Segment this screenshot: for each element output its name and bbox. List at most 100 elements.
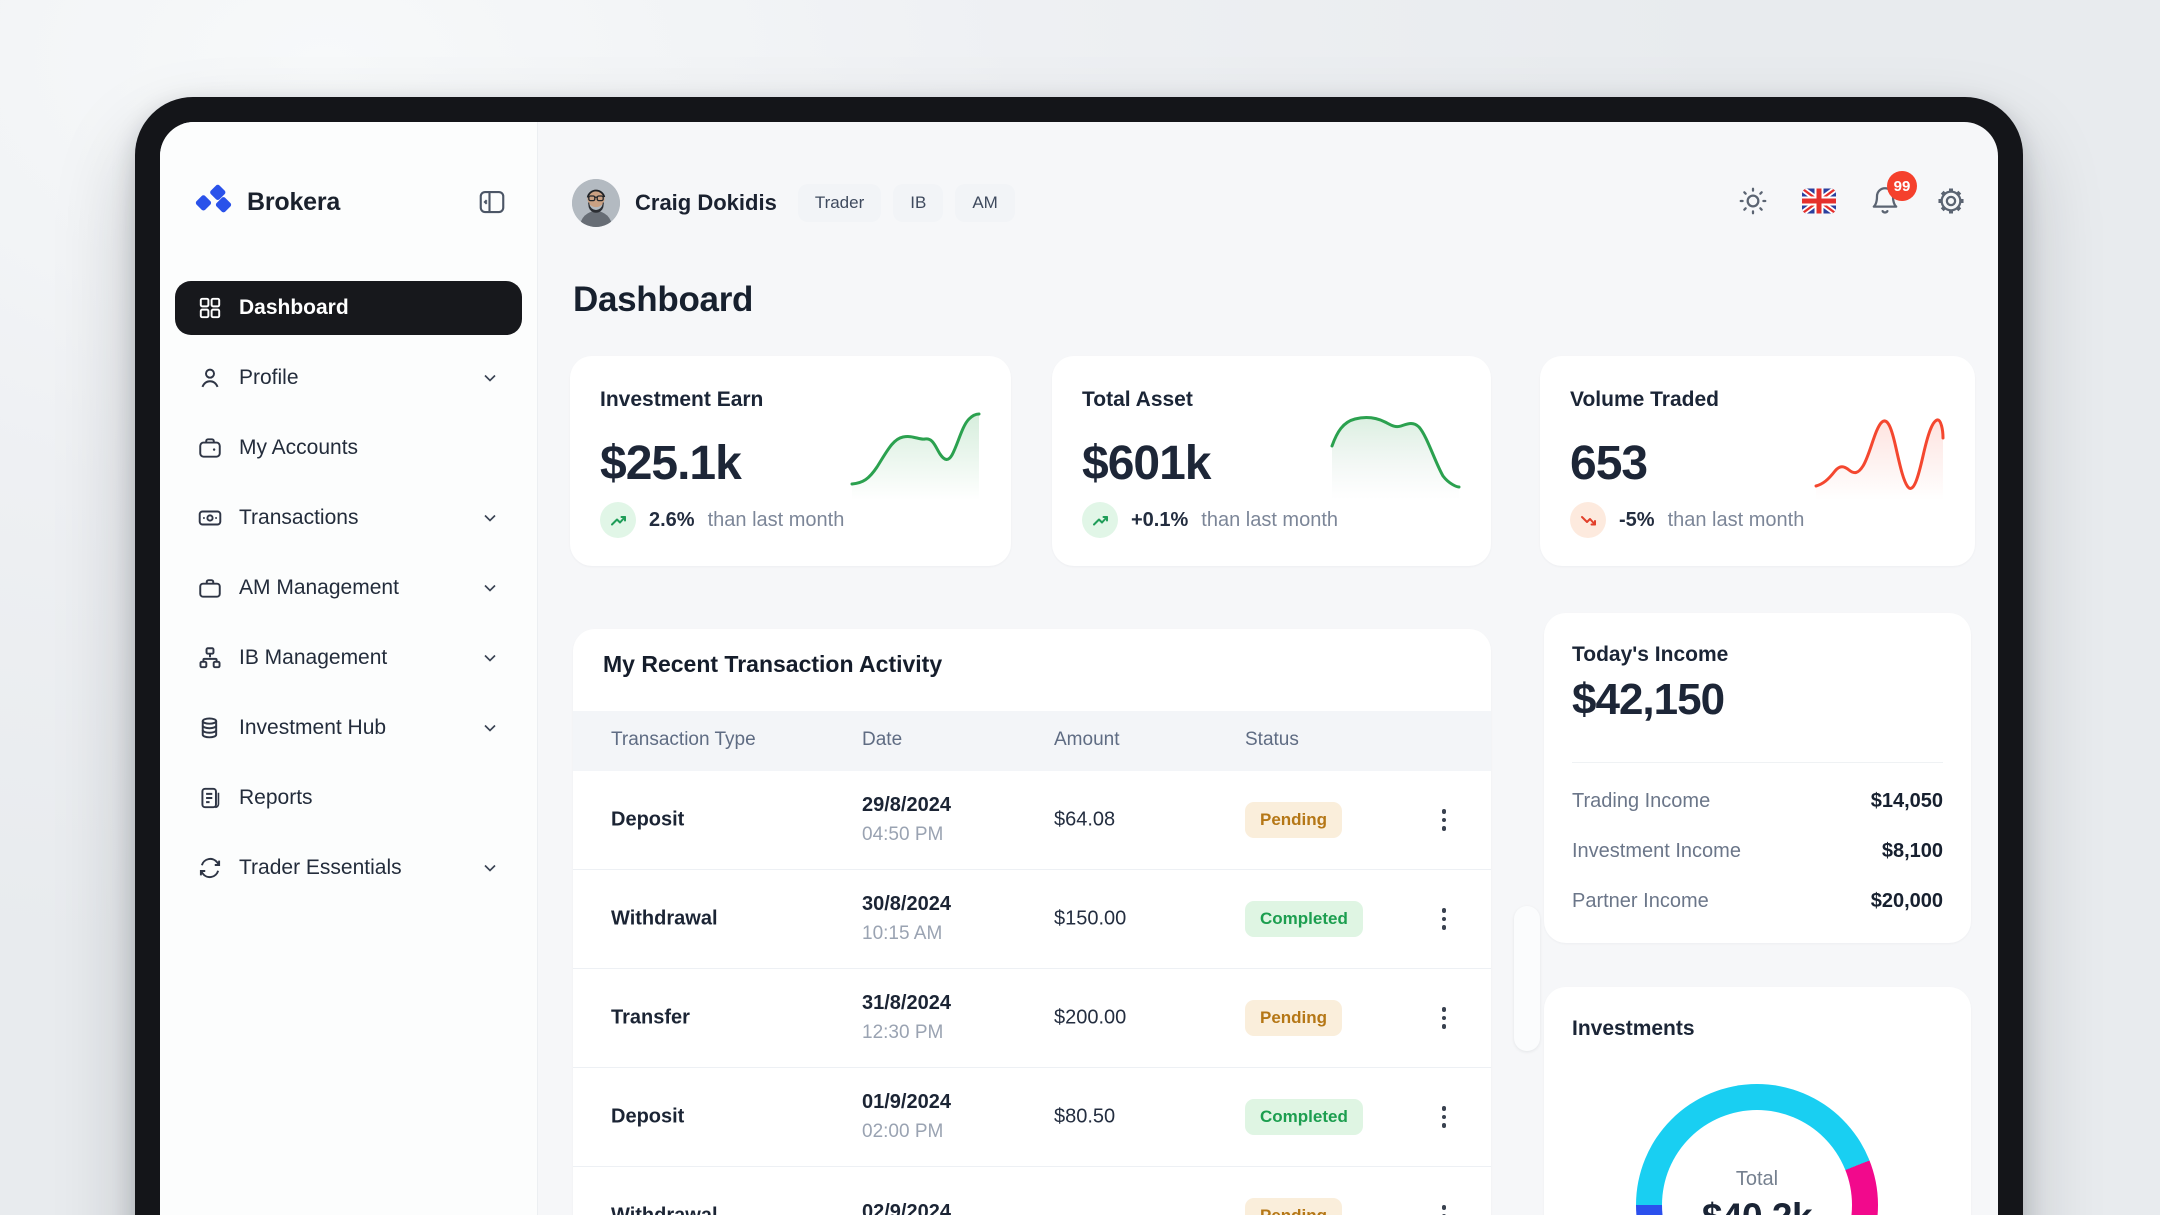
- income-row: Partner Income $20,000: [1544, 876, 1971, 926]
- sidebar-item-dashboard[interactable]: Dashboard: [175, 281, 522, 335]
- column-header-status: Status: [1245, 729, 1299, 750]
- scrollbar-thumb[interactable]: [1514, 906, 1540, 1051]
- row-actions-kebab-icon[interactable]: [1429, 1199, 1459, 1215]
- donut-center-label: Total: [1735, 1168, 1779, 1190]
- income-label: Investment Income: [1572, 839, 1741, 862]
- cell-date: 01/9/2024 02:00 PM: [862, 1091, 951, 1142]
- row-actions-kebab-icon[interactable]: [1429, 1001, 1459, 1035]
- todays-income-card: Today's Income $42,150 Trading Income $1…: [1544, 613, 1971, 943]
- hierarchy-icon: [199, 647, 221, 669]
- document-icon: [201, 787, 220, 809]
- status-badge: Completed: [1245, 901, 1363, 937]
- income-row: Trading Income $14,050: [1544, 776, 1971, 826]
- sparkline-up-chart: [850, 412, 981, 500]
- income-label: Partner Income: [1572, 889, 1709, 912]
- table-row: Withdrawal 02/9/2024 Pending: [573, 1167, 1491, 1215]
- table-header-row: Transaction Type Date Amount Status: [573, 711, 1491, 771]
- row-actions-kebab-icon[interactable]: [1429, 803, 1459, 837]
- income-value: $8,100: [1881, 839, 1943, 862]
- row-actions-kebab-icon[interactable]: [1429, 902, 1459, 936]
- sidebar-item-ib-management[interactable]: IB Management: [175, 631, 522, 685]
- sidebar-item-am-management[interactable]: AM Management: [175, 561, 522, 615]
- cell-type: Withdrawal: [611, 907, 718, 930]
- cell-date: 29/8/2024 04:50 PM: [862, 794, 951, 845]
- stat-card-volume-traded: Volume Traded 653: [1540, 356, 1975, 566]
- column-header-amount: Amount: [1054, 729, 1120, 750]
- income-value: $20,000: [1870, 889, 1943, 912]
- trend-up-icon: [1082, 502, 1118, 538]
- sidebar-item-transactions[interactable]: Transactions: [175, 491, 522, 545]
- sidebar: Brokera Dashboard: [160, 122, 538, 1215]
- stat-value: 653: [1570, 437, 1648, 490]
- chevron-down-icon: [484, 584, 496, 592]
- sparkline-down-chart: [1330, 416, 1461, 500]
- investments-donut-chart: Total $40.2k: [1636, 1084, 1878, 1215]
- donut-center-value: $40.2k: [1636, 1196, 1878, 1215]
- column-header-date: Date: [862, 729, 903, 750]
- chevron-down-icon: [484, 514, 496, 522]
- sidebar-item-trader-essentials[interactable]: Trader Essentials: [175, 841, 522, 895]
- stat-change: +0.1%: [1131, 508, 1189, 531]
- table-row: Transfer 31/8/2024 12:30 PM $200.00 Pend…: [573, 969, 1491, 1068]
- stat-note: than last month: [707, 508, 845, 531]
- divider: [1572, 762, 1943, 763]
- sidebar-collapse-icon[interactable]: [475, 185, 509, 219]
- transactions-title: My Recent Transaction Activity: [603, 651, 943, 677]
- app-title: Brokera: [247, 187, 341, 216]
- cell-amount: $80.50: [1054, 1105, 1116, 1128]
- cell-type: Deposit: [611, 808, 685, 831]
- cell-amount: $200.00: [1054, 1006, 1127, 1029]
- coins-icon: [201, 717, 218, 739]
- stat-title: Total Asset: [1082, 388, 1193, 411]
- user-menu[interactable]: Craig Dokidis Trader IB AM: [572, 179, 1015, 227]
- grid-icon: [199, 297, 221, 319]
- sidebar-item-my-accounts[interactable]: My Accounts: [175, 421, 522, 475]
- stat-title: Investment Earn: [600, 388, 764, 411]
- stat-note: than last month: [1201, 508, 1339, 531]
- avatar: [572, 179, 620, 227]
- cell-type: Withdrawal: [611, 1205, 718, 1215]
- status-badge: Completed: [1245, 1099, 1363, 1135]
- page-title: Dashboard: [573, 280, 754, 319]
- swap-icon: [199, 857, 221, 879]
- main-content: Craig Dokidis Trader IB AM: [538, 122, 1998, 1215]
- sidebar-item-investment-hub[interactable]: Investment Hub: [175, 701, 522, 755]
- chevron-down-icon: [484, 374, 496, 382]
- chevron-down-icon: [484, 864, 496, 872]
- stat-change: 2.6%: [649, 508, 695, 531]
- sidebar-item-profile[interactable]: Profile: [175, 351, 522, 405]
- stat-change: -5%: [1619, 508, 1655, 531]
- theme-sun-icon[interactable]: [1736, 184, 1770, 218]
- table-row: Deposit 29/8/2024 04:50 PM $64.08 Pendin…: [573, 771, 1491, 870]
- cell-amount: $150.00: [1054, 907, 1127, 930]
- chevron-down-icon: [484, 654, 496, 662]
- status-badge: Pending: [1245, 802, 1343, 838]
- status-badge: Pending: [1245, 1000, 1343, 1036]
- role-badge-trader: Trader: [797, 184, 882, 222]
- trend-up-icon: [600, 502, 636, 538]
- briefcase-icon: [199, 579, 221, 598]
- recent-transactions-card: My Recent Transaction Activity Transacti…: [573, 629, 1491, 1215]
- bell-icon[interactable]: 99: [1868, 171, 1917, 218]
- cell-date: 30/8/2024 10:15 AM: [862, 893, 951, 944]
- stat-card-total-asset: Total Asset $601k: [1052, 356, 1491, 566]
- role-badge-am: AM: [955, 184, 1015, 222]
- user-name: Craig Dokidis: [635, 190, 777, 215]
- cell-type: Deposit: [611, 1105, 685, 1128]
- sparkline-volatile-chart: [1814, 418, 1945, 500]
- income-row: Investment Income $8,100: [1544, 826, 1971, 876]
- sidebar-item-reports[interactable]: Reports: [175, 771, 522, 825]
- income-label: Trading Income: [1572, 789, 1711, 812]
- column-header-type: Transaction Type: [611, 729, 756, 750]
- brokera-logo-icon: [192, 184, 234, 221]
- role-badge-ib: IB: [893, 184, 944, 222]
- tablet-bezel: Brokera Dashboard: [135, 97, 2023, 1215]
- uk-flag-icon[interactable]: [1802, 184, 1836, 218]
- trend-down-icon: [1570, 502, 1606, 538]
- settings-gear-icon[interactable]: [1934, 184, 1968, 218]
- cell-type: Transfer: [611, 1006, 690, 1029]
- row-actions-kebab-icon[interactable]: [1429, 1100, 1459, 1134]
- income-total: $42,150: [1572, 675, 1725, 724]
- status-badge: Pending: [1245, 1198, 1343, 1215]
